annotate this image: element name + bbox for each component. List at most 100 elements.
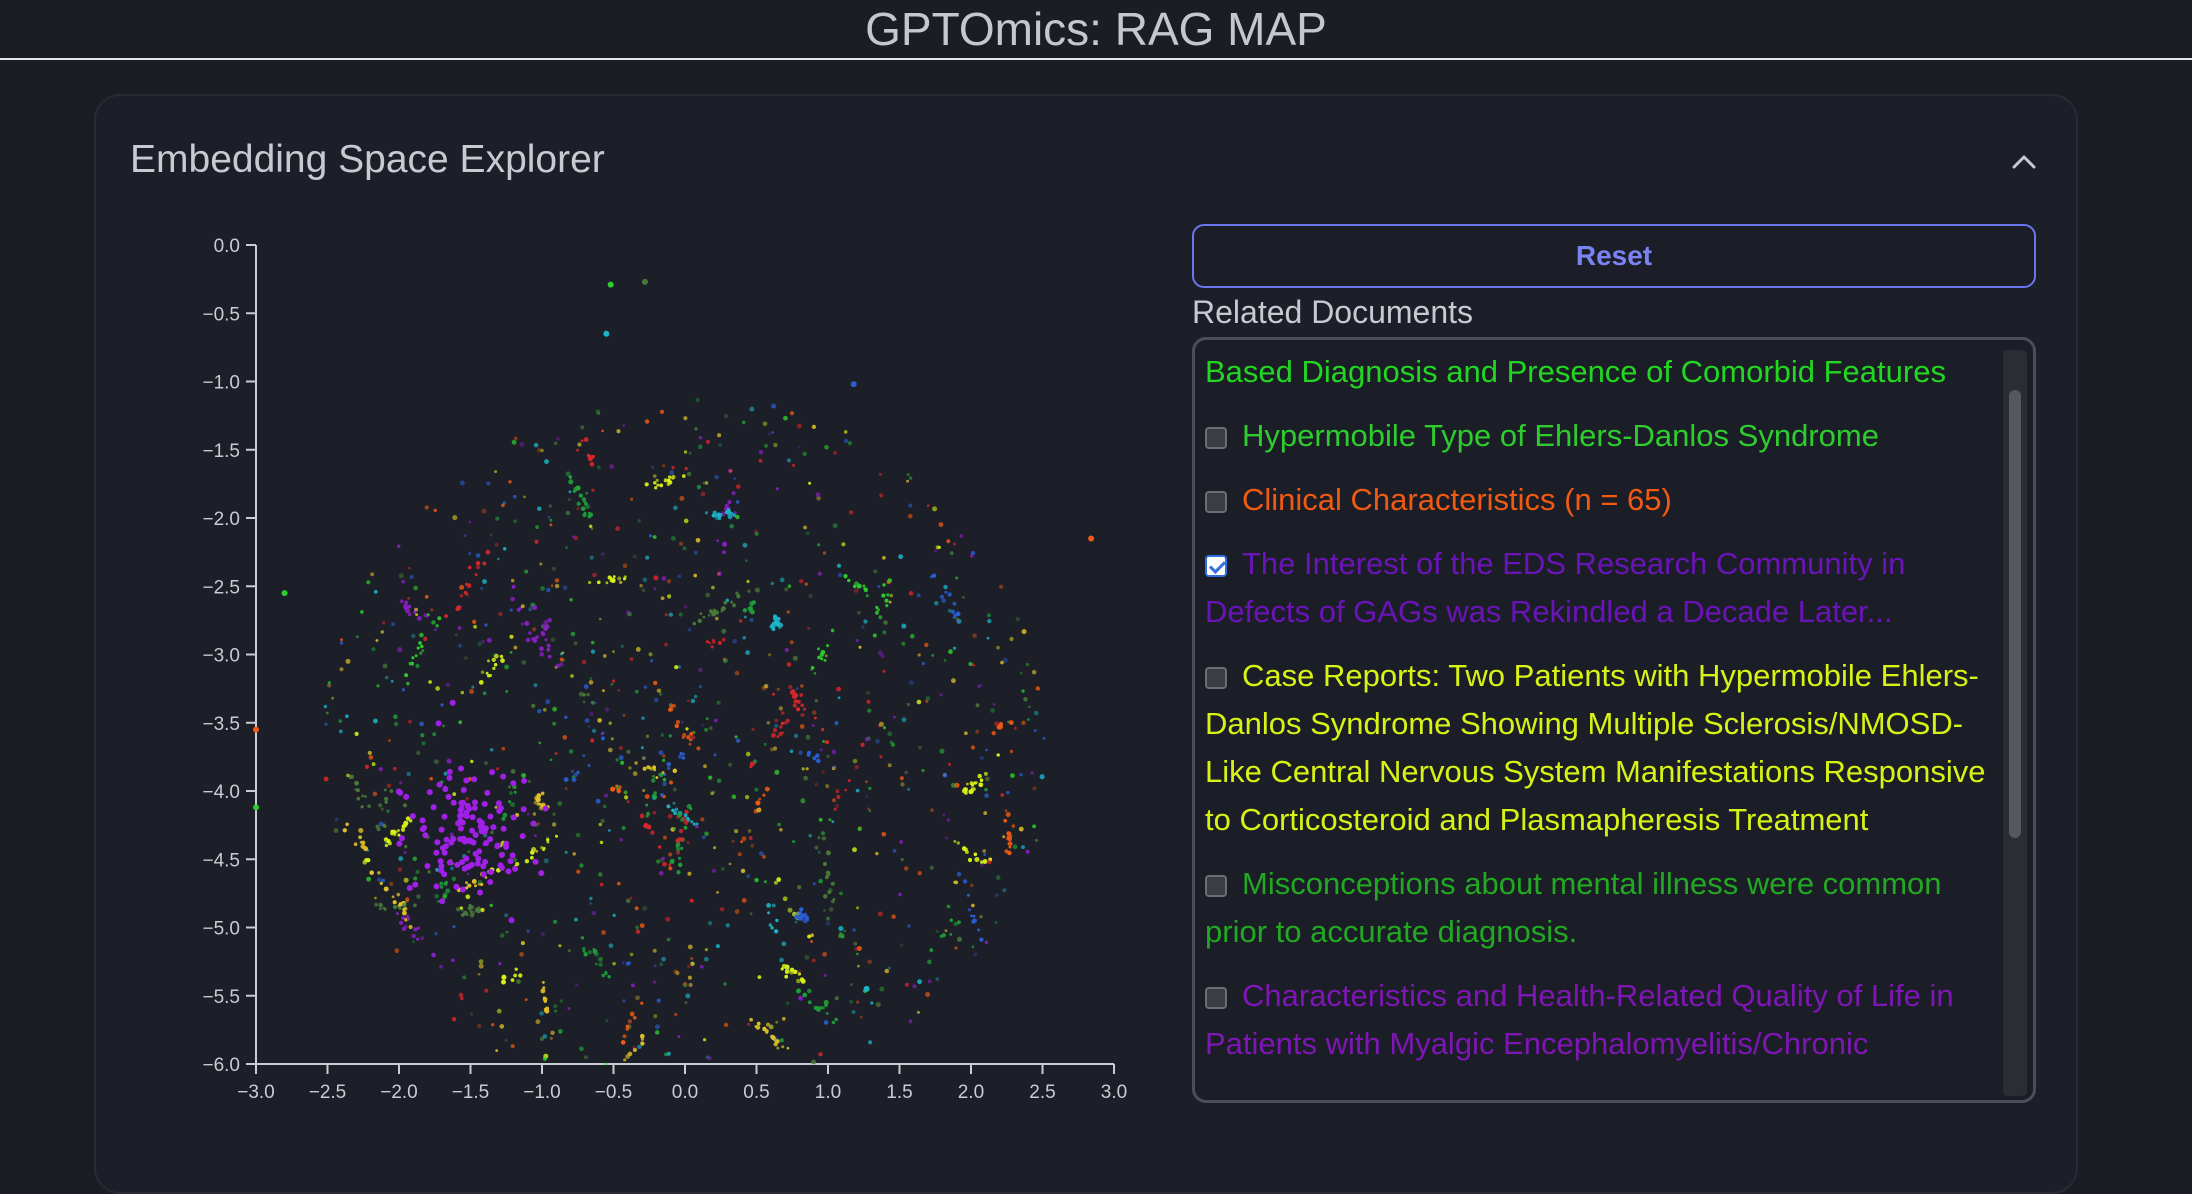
data-point: [828, 818, 832, 822]
highlighted-point: [426, 789, 433, 796]
document-item[interactable]: Based Diagnosis and Presence of Comorbid…: [1205, 340, 1995, 404]
scrollbar-thumb[interactable]: [2009, 390, 2021, 838]
highlighted-point: [445, 793, 452, 800]
document-title: The Interest of the EDS Research Communi…: [1205, 546, 1906, 629]
reset-button[interactable]: Reset: [1192, 224, 2036, 288]
data-point: [640, 1041, 645, 1046]
highlighted-point: [507, 858, 514, 865]
data-point: [683, 416, 688, 421]
data-point: [715, 616, 719, 621]
data-point: [1003, 818, 1008, 823]
data-point: [669, 703, 672, 707]
document-title: Case Reports: Two Patients with Hypermob…: [1205, 658, 1986, 837]
data-point: [477, 882, 481, 886]
data-point: [378, 821, 384, 827]
highlighted-point: [457, 836, 464, 843]
document-item[interactable]: The Interest of the EDS Research Communi…: [1205, 532, 1995, 644]
data-point: [592, 728, 597, 734]
data-point: [598, 822, 602, 827]
data-point: [679, 496, 685, 501]
data-point: [570, 631, 576, 637]
data-point: [545, 699, 551, 705]
data-point: [663, 478, 668, 483]
data-point: [685, 993, 691, 999]
data-point: [486, 481, 491, 486]
data-point: [667, 813, 673, 819]
data-point: [379, 881, 383, 886]
data-point: [1021, 689, 1025, 693]
data-point: [579, 863, 584, 868]
data-point: [486, 481, 491, 486]
data-point: [534, 834, 537, 837]
data-point: [674, 807, 679, 812]
data-point: [766, 721, 770, 725]
data-point: [1021, 720, 1026, 725]
data-point: [823, 894, 828, 899]
data-point: [951, 678, 956, 684]
outlier-point: [1088, 535, 1095, 542]
chevron-up-icon[interactable]: [2002, 140, 2046, 184]
data-point: [797, 423, 802, 429]
document-checkbox[interactable]: [1205, 875, 1227, 897]
data-point: [660, 733, 665, 737]
document-checkbox[interactable]: [1205, 491, 1227, 513]
data-point: [402, 910, 407, 916]
data-point: [797, 423, 802, 429]
data-point: [431, 620, 436, 625]
highlighted-point: [477, 889, 483, 896]
data-point: [907, 788, 910, 791]
related-documents-list[interactable]: Based Diagnosis and Presence of Comorbid…: [1192, 337, 2036, 1103]
data-point: [608, 943, 614, 948]
data-point: [832, 523, 838, 529]
data-point: [420, 733, 425, 738]
data-point: [669, 780, 673, 785]
data-point: [597, 412, 601, 416]
data-point: [470, 759, 474, 764]
data-point: [646, 811, 651, 816]
data-point: [652, 775, 655, 778]
data-point: [762, 1027, 767, 1032]
data-point: [622, 961, 625, 964]
document-checkbox[interactable]: [1205, 427, 1227, 449]
data-point: [477, 880, 482, 885]
document-checkbox[interactable]: [1205, 987, 1227, 1009]
highlighted-point: [437, 858, 444, 865]
data-point: [368, 755, 374, 760]
embedding-scatter-plot[interactable]: −3.0 −2.5 −2.0 −1.5 −1.0 −0.5 0.0 0.5 1.0 1.5 2.0 2…: [0, 0, 1180, 1164]
document-item[interactable]: Hypermobile Type of Ehlers-Danlos Syndro…: [1205, 404, 1995, 468]
data-point: [864, 737, 870, 742]
data-point: [575, 832, 581, 838]
data-point: [546, 836, 549, 839]
data-point: [973, 853, 977, 857]
data-point: [661, 576, 667, 581]
data-point: [1032, 786, 1037, 791]
data-point: [878, 721, 884, 727]
data-point: [818, 817, 823, 822]
data-point: [875, 605, 879, 609]
data-point: [959, 534, 963, 538]
document-item[interactable]: Characteristics and Health-Related Quali…: [1205, 964, 1995, 1076]
data-point: [632, 771, 638, 777]
scrollbar[interactable]: [2003, 350, 2027, 1096]
data-point: [837, 563, 841, 568]
data-point: [999, 584, 1004, 589]
data-point: [671, 808, 675, 813]
x-tick-label: −0.5: [595, 1082, 633, 1103]
data-point: [826, 644, 829, 648]
document-item[interactable]: Misconceptions about mental illness were…: [1205, 852, 1995, 964]
data-point: [1009, 749, 1014, 754]
data-point: [926, 504, 930, 508]
data-point: [656, 688, 662, 693]
data-point: [669, 470, 675, 475]
document-item[interactable]: Case Reports: Two Patients with Hypermob…: [1205, 644, 1995, 852]
data-point: [383, 824, 387, 828]
data-point: [543, 619, 549, 625]
data-point: [462, 975, 467, 980]
data-point: [745, 751, 751, 757]
document-item[interactable]: Clinical Characteristics (n = 65): [1205, 468, 1995, 532]
document-checkbox[interactable]: [1205, 555, 1227, 577]
document-checkbox[interactable]: [1205, 667, 1227, 689]
data-point: [815, 753, 820, 758]
data-point: [1019, 671, 1023, 675]
data-point: [658, 750, 664, 756]
